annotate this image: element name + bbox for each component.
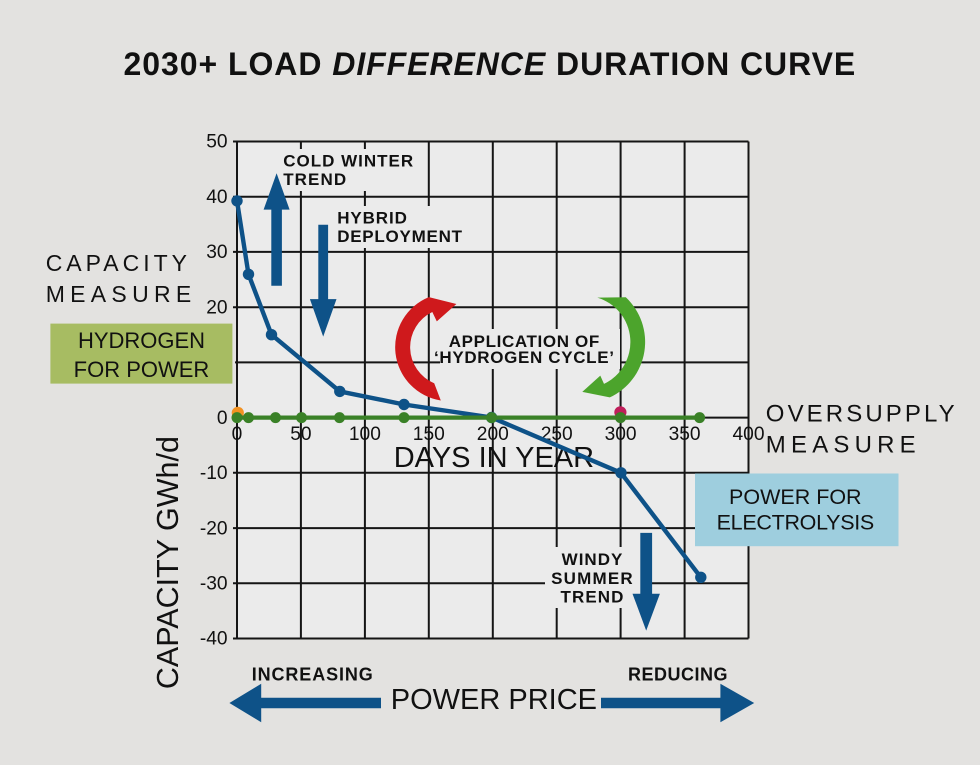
- svg-text:WINDY: WINDY: [562, 550, 624, 569]
- svg-text:400: 400: [732, 424, 764, 445]
- svg-text:HYBRID: HYBRID: [337, 209, 408, 228]
- svg-text:0: 0: [217, 408, 228, 429]
- svg-text:150: 150: [413, 424, 445, 445]
- svg-text:MEASURE: MEASURE: [766, 432, 921, 459]
- svg-text:APPLICATION OF: APPLICATION OF: [449, 332, 600, 351]
- svg-text:CAPACITY GWh/d: CAPACITY GWh/d: [151, 436, 185, 689]
- svg-text:‘HYDROGEN CYCLE’: ‘HYDROGEN CYCLE’: [434, 348, 615, 367]
- svg-text:ELECTROLYSIS: ELECTROLYSIS: [717, 510, 874, 534]
- svg-text:TREND: TREND: [560, 587, 624, 606]
- svg-text:FOR POWER: FOR POWER: [74, 357, 210, 382]
- svg-text:100: 100: [349, 424, 381, 445]
- svg-text:OVERSUPPLY: OVERSUPPLY: [766, 401, 958, 428]
- svg-text:0: 0: [232, 424, 243, 445]
- svg-text:200: 200: [477, 424, 509, 445]
- svg-text:SUMMER: SUMMER: [551, 569, 634, 588]
- svg-text:50: 50: [290, 424, 311, 445]
- svg-text:-30: -30: [200, 574, 228, 595]
- svg-text:30: 30: [206, 242, 227, 263]
- svg-text:20: 20: [206, 297, 227, 318]
- svg-text:-40: -40: [200, 629, 228, 650]
- svg-text:50: 50: [206, 132, 227, 153]
- svg-text:-20: -20: [200, 518, 228, 539]
- svg-text:INCREASING: INCREASING: [252, 665, 374, 685]
- svg-text:REDUCING: REDUCING: [628, 665, 728, 685]
- svg-text:COLD WINTER: COLD WINTER: [283, 152, 414, 171]
- svg-text:DEPLOYMENT: DEPLOYMENT: [337, 227, 463, 246]
- svg-text:350: 350: [669, 424, 701, 445]
- svg-text:TREND: TREND: [283, 170, 347, 189]
- svg-text:40: 40: [206, 187, 227, 208]
- svg-text:300: 300: [605, 424, 637, 445]
- svg-text:POWER FOR: POWER FOR: [729, 485, 862, 509]
- svg-text:2030+ LOAD DIFFERENCE DURATION: 2030+ LOAD DIFFERENCE DURATION CURVE: [124, 46, 857, 82]
- svg-text:-10: -10: [200, 463, 228, 484]
- svg-text:POWER PRICE: POWER PRICE: [391, 684, 597, 716]
- svg-text:CAPACITY: CAPACITY: [46, 250, 191, 276]
- svg-text:MEASURE: MEASURE: [46, 281, 197, 307]
- svg-text:HYDROGEN: HYDROGEN: [78, 328, 205, 353]
